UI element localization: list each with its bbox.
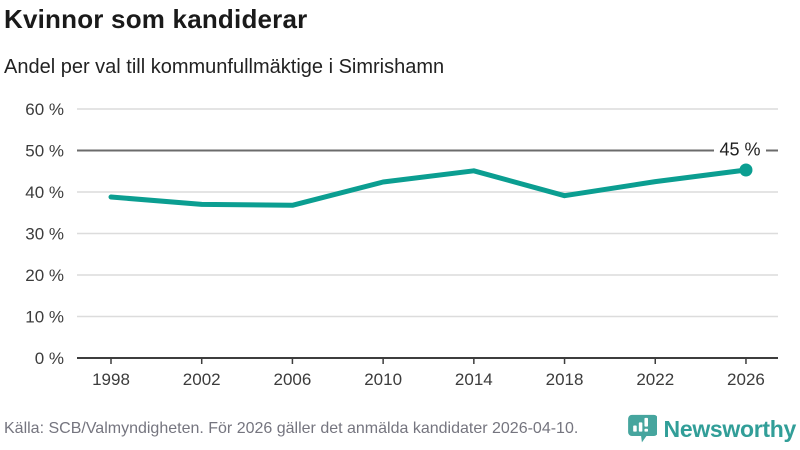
end-value-label: 45 %: [719, 140, 760, 160]
x-axis-label: 2014: [455, 370, 493, 389]
x-axis-label: 2006: [274, 370, 312, 389]
y-axis-label: 30 %: [25, 225, 64, 244]
y-axis-label: 10 %: [25, 308, 64, 327]
x-axis-label: 1998: [92, 370, 130, 389]
chart-subtitle: Andel per val till kommunfullmäktige i S…: [4, 56, 445, 78]
chart-footer: Källa: SCB/Valmyndigheten. För 2026 gäll…: [0, 414, 800, 450]
page-title: Kvinnor som kandiderar: [4, 4, 308, 34]
x-axis-label: 2022: [636, 370, 674, 389]
series-line: [108, 167, 749, 208]
bar-chart-speech-bubble-icon: [627, 414, 657, 443]
y-axis-label: 60 %: [25, 100, 64, 119]
x-axis-label: 2002: [183, 370, 221, 389]
source-note: Källa: SCB/Valmyndigheten. För 2026 gäll…: [4, 420, 579, 437]
y-axis-label: 20 %: [25, 266, 64, 285]
newsworthy-logo[interactable]: Newsworthy: [626, 414, 796, 444]
line-chart: 0 % 10 % 20 % 30 % 40 % 50 % 60 % 1998 2002 2006 2…: [25, 100, 778, 389]
x-axis-label: 2010: [364, 370, 402, 389]
x-axis-label: 2026: [727, 370, 765, 389]
brand-name: Newsworthy: [663, 415, 797, 442]
data-point-marker: [739, 163, 753, 177]
y-axis-label: 40 %: [25, 183, 64, 202]
y-axis-label: 0 %: [35, 349, 64, 368]
x-axis-label: 2018: [546, 370, 584, 389]
y-axis-label: 50 %: [25, 142, 64, 161]
